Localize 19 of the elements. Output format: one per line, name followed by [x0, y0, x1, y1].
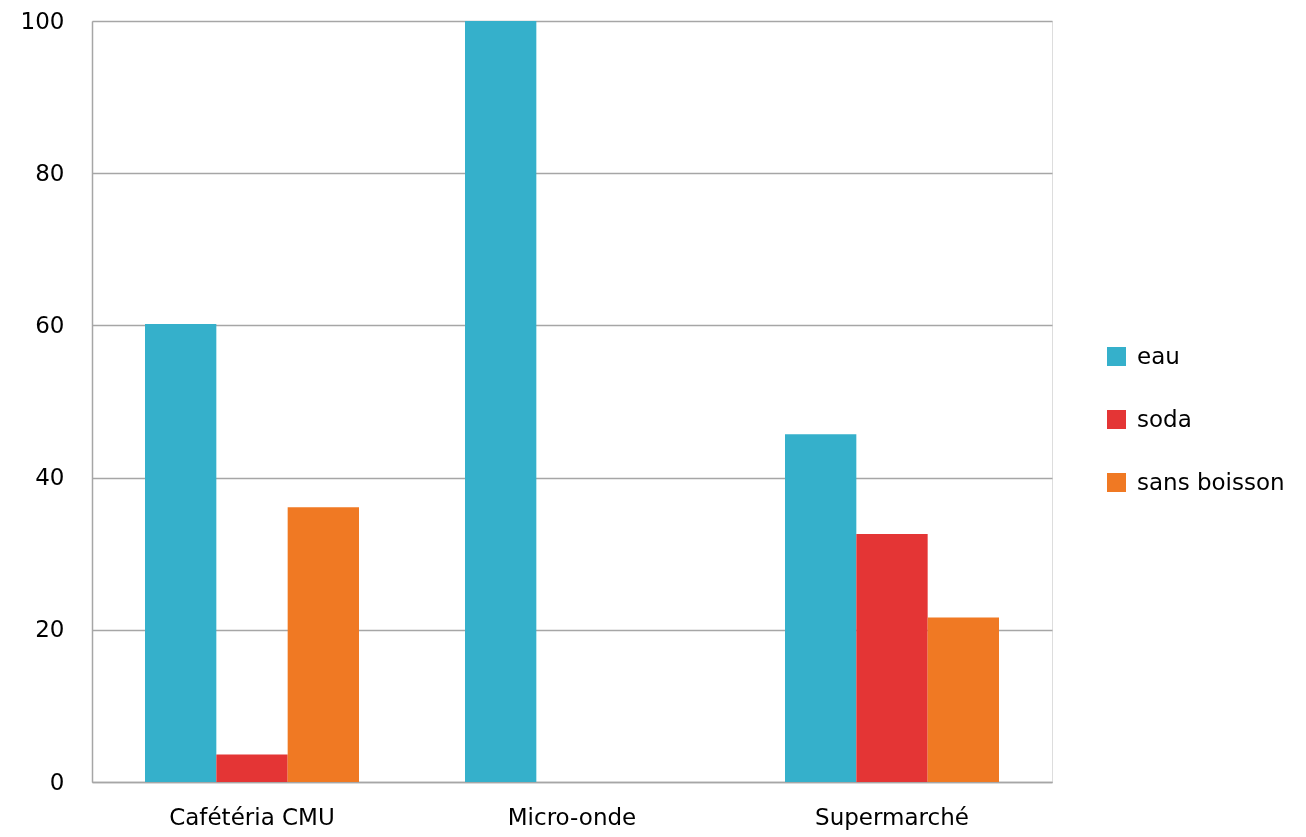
legend-label: soda	[1137, 405, 1192, 432]
y-tick-label: 80	[35, 159, 65, 186]
bar	[145, 323, 217, 782]
bar	[216, 754, 288, 782]
x-tick-label: Cafétéria CMU	[169, 803, 335, 830]
bar	[856, 533, 928, 782]
y-tick-label: 20	[35, 616, 65, 643]
x-tick-label: Supermarché	[815, 803, 969, 830]
bar	[927, 617, 999, 782]
x-tick-label: Micro-onde	[507, 803, 637, 830]
legend-label: sans boisson	[1137, 468, 1285, 495]
y-tick-label: 60	[35, 311, 65, 338]
bar	[465, 21, 537, 782]
y-tick-label: 100	[20, 7, 65, 34]
bar	[287, 507, 359, 782]
y-tick-label: 40	[35, 464, 65, 491]
bar	[785, 434, 857, 782]
legend-label: eau	[1137, 342, 1180, 369]
y-tick-label: 0	[49, 768, 65, 795]
